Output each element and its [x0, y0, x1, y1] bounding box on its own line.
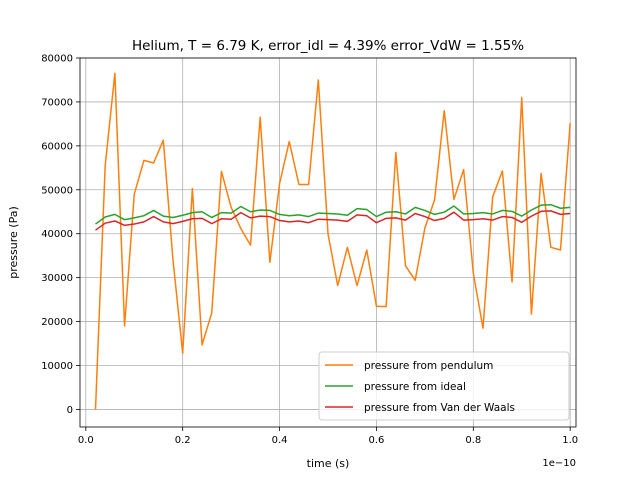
y-tick-label: 80000	[41, 54, 73, 65]
y-tick-label: 50000	[41, 185, 73, 196]
legend: pressure from pendulum pressure from idea…	[318, 351, 570, 421]
chart-title: Helium, T = 6.79 K, error_idl = 4.39% er…	[132, 38, 524, 54]
y-tick-label: 60000	[41, 141, 73, 152]
legend-label: pressure from Van der Waals	[364, 402, 515, 414]
x-tick-label: 0.4	[272, 435, 288, 446]
legend-entry-ideal: pressure from ideal	[325, 381, 466, 393]
series-line-ideal	[95, 203, 571, 225]
y-tick-label: 40000	[41, 229, 73, 240]
x-tick-label: 0.6	[368, 435, 384, 446]
series-line-pendulum	[94, 72, 571, 410]
plot-area-frame	[79, 57, 577, 428]
x-tick-label: 0.2	[175, 435, 191, 446]
legend-entry-van-der-waals: pressure from Van der Waals	[325, 402, 515, 414]
y-tick-label: 10000	[41, 361, 73, 372]
y-axis-label: pressure (Pa)	[7, 206, 20, 278]
y-axis-ticks: 0 10000 20000 30000 40000 50000 60000 70000 8000…	[41, 54, 80, 416]
y-tick-label: 20000	[41, 317, 73, 328]
legend-box	[318, 351, 570, 421]
y-tick-label: 30000	[41, 273, 73, 284]
series-line-van-der-waals	[95, 210, 571, 231]
y-tick-label: 0	[67, 405, 73, 416]
legend-label: pressure from pendulum	[364, 360, 493, 372]
x-axis-offset-label: 1e−10	[542, 458, 576, 469]
legend-label: pressure from ideal	[364, 381, 466, 393]
x-axis-ticks: 0.0 0.2 0.4 0.6 0.8 1.0	[78, 427, 578, 446]
x-tick-label: 0.0	[78, 435, 94, 446]
x-tick-label: 1.0	[562, 435, 578, 446]
x-axis-label: time (s)	[307, 457, 350, 470]
legend-entry-pendulum: pressure from pendulum	[325, 360, 493, 372]
series-lines	[94, 72, 571, 410]
x-tick-label: 0.8	[465, 435, 481, 446]
y-tick-label: 70000	[41, 97, 73, 108]
